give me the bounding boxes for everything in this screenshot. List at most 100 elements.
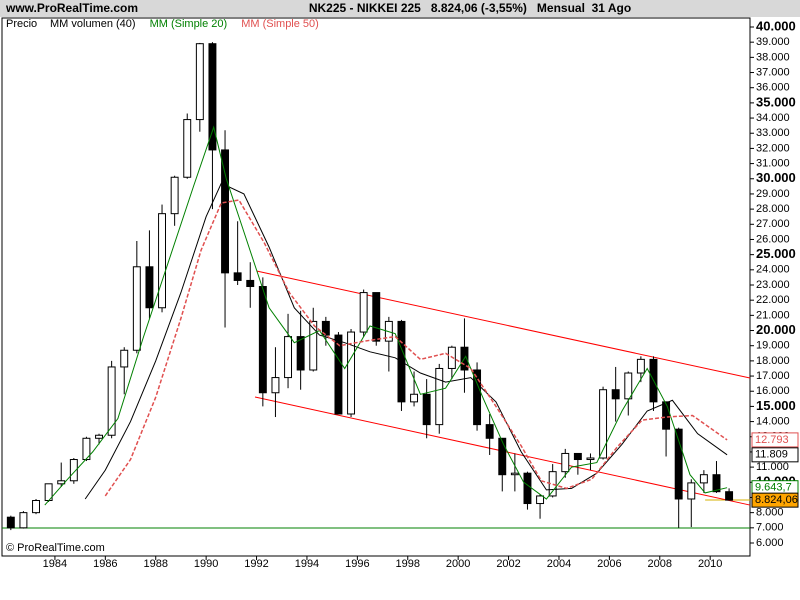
candle-body	[208, 43, 217, 151]
price-label: 9.643,7	[755, 482, 792, 494]
y-tick-label: 22.000	[756, 294, 790, 306]
candle-body	[510, 472, 519, 476]
candle-body	[132, 266, 141, 351]
candle-body	[195, 43, 204, 121]
y-tick-label: 40.000	[756, 18, 796, 33]
x-tick-label: 2004	[547, 558, 571, 570]
candle-body	[183, 119, 192, 178]
y-tick-label: 11.000	[756, 461, 789, 473]
candle-body	[32, 500, 40, 514]
y-tick-label: 15.000	[756, 398, 796, 413]
candle-body	[19, 512, 28, 529]
y-tick-label: 7.000	[756, 522, 784, 534]
y-tick-label: 17.000	[756, 370, 790, 382]
candle-body	[662, 401, 671, 430]
y-tick-label: 29.000	[756, 188, 790, 200]
y-tick-label: 6.000	[756, 537, 784, 549]
candle-body	[233, 272, 242, 281]
candle-body	[712, 474, 721, 493]
price-label-box	[751, 447, 799, 463]
y-tick-label: 35.000	[756, 94, 796, 109]
y-tick-label: 20.000	[756, 322, 796, 337]
candle-body	[473, 369, 482, 426]
candle-body	[321, 320, 330, 336]
candle-body	[485, 424, 494, 439]
y-tick-label: 18.000	[756, 355, 790, 367]
y-tick-label: 34.000	[756, 112, 790, 124]
candle-body	[586, 457, 595, 461]
candle-body	[347, 331, 356, 415]
candle-body	[435, 367, 444, 426]
candle-body	[636, 358, 645, 374]
price-label: 8.824,06	[755, 494, 798, 506]
legend-entry: MM (Simple 50)	[241, 18, 319, 30]
candle-body	[82, 437, 91, 461]
candle-body	[725, 491, 734, 501]
candle-body	[611, 389, 620, 400]
header-bar	[0, 0, 800, 17]
x-tick-label: 1996	[345, 558, 369, 570]
candle-body	[498, 437, 507, 476]
chart-title: NK225 - NIKKEI 225 8.824,06 (-3,55%) Men…	[309, 1, 631, 15]
candle-body	[536, 495, 545, 505]
y-tick-label: 26.000	[756, 233, 790, 245]
y-tick-label: 14.000	[756, 415, 790, 427]
candle-body	[309, 320, 318, 371]
x-tick-label: 1988	[143, 558, 167, 570]
candle-body	[145, 266, 154, 309]
candle-body	[687, 482, 696, 500]
x-tick-label: 1992	[244, 558, 268, 570]
candle-body	[221, 149, 230, 274]
y-tick-label: 24.000	[756, 264, 790, 276]
x-tick-label: 2002	[496, 558, 520, 570]
copyright: © ProRealTime.com	[6, 542, 105, 554]
moving-average	[104, 199, 728, 497]
price-label: 11.809	[755, 449, 788, 461]
candle-body	[410, 393, 419, 403]
moving-average	[44, 125, 728, 506]
plot-frame	[1, 17, 751, 557]
price-label-box	[751, 492, 799, 508]
x-tick-label: 2006	[597, 558, 621, 570]
legend-entry: MM volumen (40)	[50, 18, 136, 30]
candle-body	[246, 279, 255, 288]
candle-body	[573, 452, 582, 461]
candle-body	[523, 472, 532, 505]
candle-body	[158, 213, 166, 309]
y-tick-label: 28.000	[756, 203, 790, 215]
x-tick-label: 2010	[698, 558, 722, 570]
legend-entry: MM (Simple 20)	[150, 18, 228, 30]
y-tick-label: 30.000	[756, 170, 796, 185]
y-tick-label: 8.000	[756, 507, 784, 519]
moving-average	[84, 182, 728, 500]
y-tick-label: 27.000	[756, 218, 790, 230]
candle-body	[296, 336, 305, 371]
y-tick-label: 19.000	[756, 340, 790, 352]
candle-body	[422, 393, 431, 426]
candle-body	[120, 349, 129, 368]
candle-body	[258, 286, 267, 394]
candle-body	[334, 334, 343, 415]
y-tick-label: 21.000	[756, 309, 790, 321]
price-label-box	[751, 432, 799, 448]
candle-body	[95, 434, 103, 439]
y-tick-label: 36.000	[756, 82, 790, 94]
y-tick-label: 33.000	[756, 127, 790, 139]
candle-body	[599, 389, 608, 459]
candle-body	[170, 176, 179, 215]
y-tick-label: 32.000	[756, 142, 790, 154]
candle-body	[624, 372, 633, 400]
y-tick-label: 39.000	[756, 36, 790, 48]
candle-body	[69, 459, 78, 482]
x-tick-label: 1986	[93, 558, 117, 570]
x-tick-label: 2000	[446, 558, 470, 570]
trend-line	[256, 270, 751, 379]
candle-body	[271, 377, 280, 394]
candle-body	[561, 452, 570, 473]
candle-body	[6, 516, 15, 529]
candle-body	[674, 428, 683, 500]
y-tick-label: 16.000	[756, 385, 790, 397]
candle-body	[359, 292, 368, 333]
